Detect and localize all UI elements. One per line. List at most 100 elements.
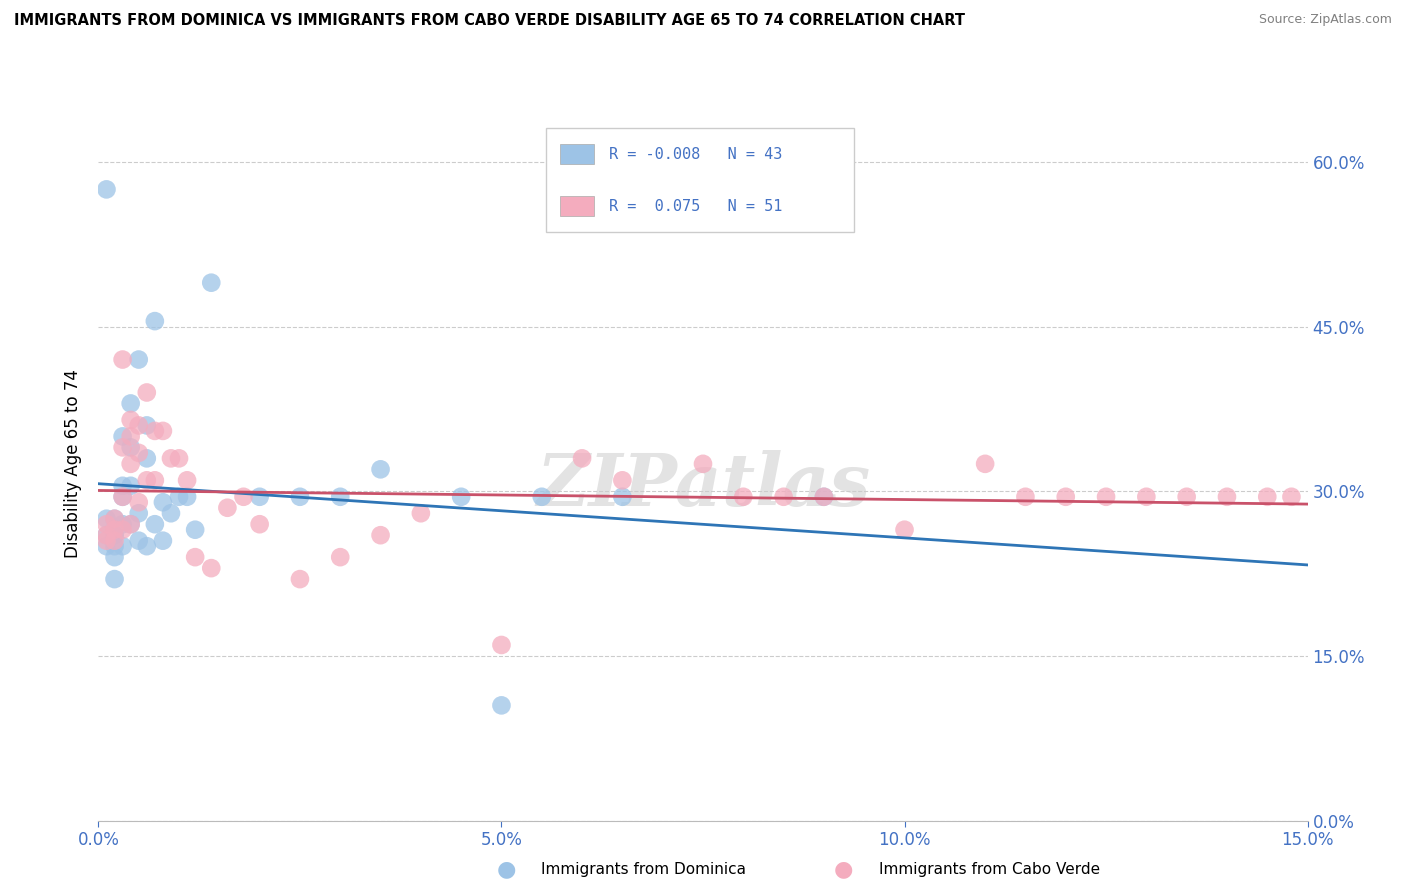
- Point: [143, 517, 166, 532]
- Point: [103, 512, 125, 526]
- Text: Source: ZipAtlas.com: Source: ZipAtlas.com: [1258, 13, 1392, 27]
- Point: [103, 528, 125, 542]
- Point: [128, 506, 150, 520]
- Text: R =  0.075   N = 51: R = 0.075 N = 51: [609, 199, 782, 213]
- Point: [329, 490, 352, 504]
- Y-axis label: Disability Age 65 to 74: Disability Age 65 to 74: [65, 369, 83, 558]
- Point: [103, 523, 125, 537]
- Point: [160, 506, 183, 520]
- Point: [120, 517, 142, 532]
- Point: [491, 638, 513, 652]
- Point: [128, 495, 150, 509]
- Point: [491, 698, 513, 713]
- Point: [772, 490, 794, 504]
- Point: [103, 539, 125, 553]
- Text: ●: ●: [834, 860, 853, 880]
- Point: [128, 533, 150, 548]
- Point: [96, 528, 118, 542]
- Point: [103, 512, 125, 526]
- Point: [96, 182, 118, 196]
- Point: [733, 490, 755, 504]
- Point: [103, 533, 125, 548]
- Text: Immigrants from Cabo Verde: Immigrants from Cabo Verde: [879, 863, 1099, 877]
- Point: [249, 490, 271, 504]
- FancyBboxPatch shape: [546, 128, 855, 232]
- Point: [143, 473, 166, 487]
- Point: [167, 451, 190, 466]
- Point: [120, 429, 142, 443]
- Point: [111, 523, 134, 537]
- Point: [111, 490, 134, 504]
- Point: [135, 539, 157, 553]
- Point: [111, 490, 134, 504]
- Point: [974, 457, 997, 471]
- Point: [692, 457, 714, 471]
- Point: [128, 446, 150, 460]
- Point: [200, 276, 222, 290]
- Point: [103, 572, 125, 586]
- Point: [813, 490, 835, 504]
- Text: Immigrants from Dominica: Immigrants from Dominica: [541, 863, 747, 877]
- Text: ZIPatlas: ZIPatlas: [536, 450, 870, 521]
- Point: [128, 352, 150, 367]
- Point: [111, 352, 134, 367]
- FancyBboxPatch shape: [561, 145, 595, 164]
- Point: [288, 490, 311, 504]
- Point: [1014, 490, 1036, 504]
- Point: [152, 533, 174, 548]
- Point: [120, 457, 142, 471]
- Point: [612, 490, 634, 504]
- Point: [120, 441, 142, 455]
- Point: [111, 441, 134, 455]
- Point: [571, 451, 593, 466]
- Point: [103, 550, 125, 565]
- Point: [893, 523, 915, 537]
- Point: [1095, 490, 1118, 504]
- Point: [111, 429, 134, 443]
- Point: [1054, 490, 1077, 504]
- Point: [176, 473, 198, 487]
- Point: [103, 528, 125, 542]
- Point: [96, 528, 118, 542]
- Point: [143, 314, 166, 328]
- Point: [370, 462, 392, 476]
- Point: [184, 523, 207, 537]
- Point: [184, 550, 207, 565]
- Point: [160, 451, 183, 466]
- Text: IMMIGRANTS FROM DOMINICA VS IMMIGRANTS FROM CABO VERDE DISABILITY AGE 65 TO 74 C: IMMIGRANTS FROM DOMINICA VS IMMIGRANTS F…: [14, 13, 965, 29]
- Point: [120, 413, 142, 427]
- Point: [96, 539, 118, 553]
- Point: [1135, 490, 1157, 504]
- Point: [813, 490, 835, 504]
- Point: [96, 517, 118, 532]
- Point: [111, 517, 134, 532]
- Point: [111, 479, 134, 493]
- Point: [217, 500, 239, 515]
- Point: [128, 418, 150, 433]
- Point: [143, 424, 166, 438]
- Point: [135, 385, 157, 400]
- Point: [96, 512, 118, 526]
- Point: [111, 539, 134, 553]
- Point: [167, 490, 190, 504]
- Point: [200, 561, 222, 575]
- Point: [1281, 490, 1303, 504]
- Point: [1256, 490, 1278, 504]
- Point: [1175, 490, 1198, 504]
- Point: [288, 572, 311, 586]
- Point: [135, 473, 157, 487]
- Point: [612, 473, 634, 487]
- Point: [329, 550, 352, 565]
- Point: [409, 506, 432, 520]
- Point: [120, 517, 142, 532]
- Point: [249, 517, 271, 532]
- Point: [370, 528, 392, 542]
- Point: [152, 495, 174, 509]
- Point: [176, 490, 198, 504]
- Point: [450, 490, 472, 504]
- Point: [232, 490, 254, 504]
- Point: [120, 479, 142, 493]
- Point: [135, 418, 157, 433]
- Point: [135, 451, 157, 466]
- Point: [152, 424, 174, 438]
